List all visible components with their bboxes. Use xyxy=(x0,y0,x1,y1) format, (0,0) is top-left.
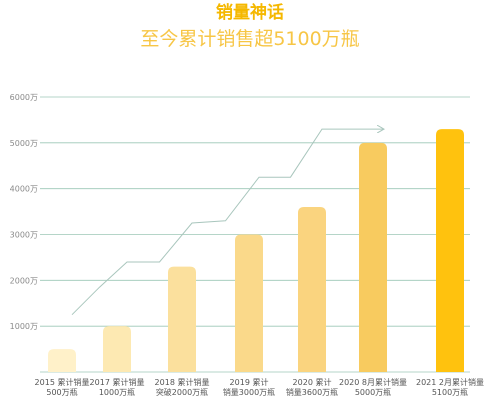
x-tick-label: 突破2000万瓶 xyxy=(156,387,208,397)
y-tick-label: 1000万 xyxy=(10,322,38,331)
x-tick-label: 2018 累计销量 xyxy=(155,377,210,387)
bar xyxy=(103,326,131,372)
bar xyxy=(235,234,263,372)
x-tick-label: 2020 累计 xyxy=(293,377,332,387)
x-tick-label: 1000万瓶 xyxy=(99,387,135,397)
x-tick-label: 2021 2月累计销量 xyxy=(416,377,484,387)
bar xyxy=(298,207,326,372)
x-tick-label: 5000万瓶 xyxy=(355,387,391,397)
x-tick-label: 5100万瓶 xyxy=(432,387,468,397)
x-tick-label: 2017 累计销量 xyxy=(90,377,145,387)
x-tick-label: 2020 8月累计销量 xyxy=(339,377,407,387)
x-tick-label: 销量3000万瓶 xyxy=(223,387,275,397)
y-tick-label: 3000万 xyxy=(10,231,38,240)
trend-line xyxy=(71,129,383,316)
y-tick-label: 4000万 xyxy=(10,185,38,194)
x-tick-label: 2019 累计 xyxy=(230,377,269,387)
bar xyxy=(436,129,464,372)
chart-subtitle: 至今累计销售超5100万瓶 xyxy=(140,28,360,50)
x-tick-label: 500万瓶 xyxy=(46,387,77,397)
bar xyxy=(168,266,196,372)
x-tick-label: 销量3600万瓶 xyxy=(286,387,338,397)
x-tick-label: 2015 累计销量 xyxy=(35,377,90,387)
y-tick-label: 5000万 xyxy=(10,139,38,148)
chart-title: 销量神话 xyxy=(216,3,284,23)
y-tick-label: 2000万 xyxy=(10,276,38,285)
bar xyxy=(48,349,76,372)
y-tick-label: 6000万 xyxy=(10,93,38,102)
bar xyxy=(359,142,387,372)
